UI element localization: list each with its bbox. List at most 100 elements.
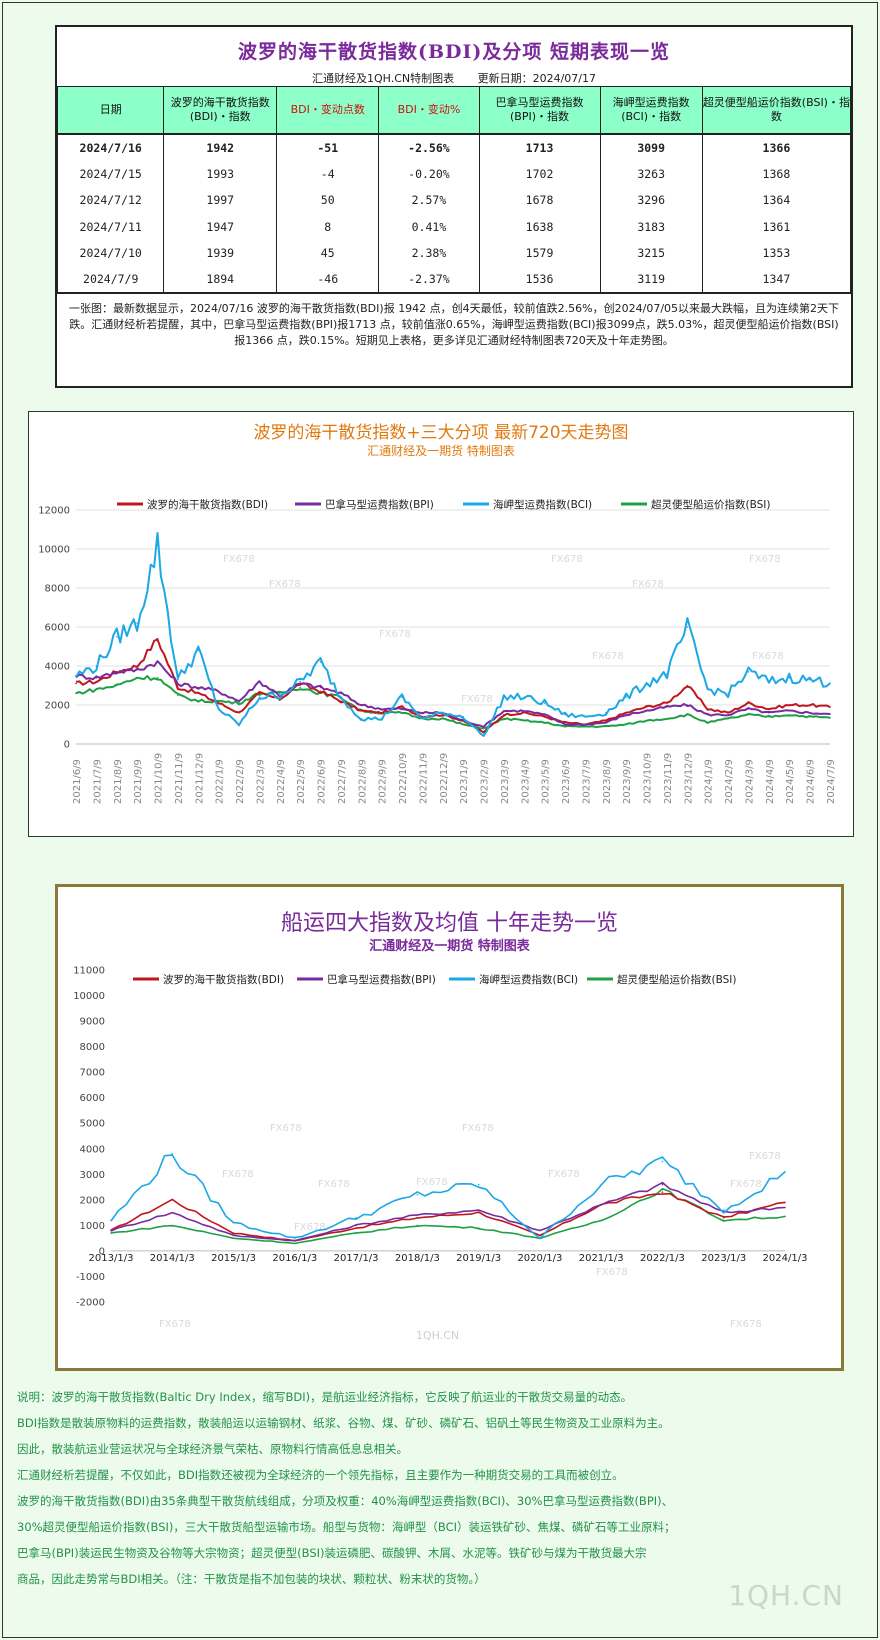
data-point (722, 1219, 725, 1222)
data-point (543, 721, 546, 724)
x-tick-label: 2021/8/9 (113, 759, 124, 804)
data-point (197, 686, 200, 689)
y-tick-label: 0 (99, 1246, 105, 1257)
x-tick-label: 2024/1/3 (763, 1253, 808, 1264)
data-point (477, 1209, 480, 1211)
data-point (503, 717, 505, 720)
x-tick-label: 2023/12/9 (683, 753, 694, 804)
data-point (197, 692, 200, 695)
data-point (722, 1216, 725, 1219)
cell-bdi-change: 8 (276, 213, 380, 240)
chart-10y-panel: 船运四大指数及均值 十年走势一览 汇通财经及一期货 特制图表 -2000 -100… (55, 884, 844, 1371)
col-header-bpi: 巴拿马型运费指数(BPI)・指数 (478, 86, 601, 134)
data-point (197, 649, 200, 652)
data-point (136, 676, 138, 679)
data-point (355, 1227, 357, 1229)
table-row: 2024/7/10 1939 45 2.38% 1579 3215 1353 (56, 240, 852, 267)
watermark-text: FX678 (551, 554, 583, 565)
cell-bpi: 1713 (478, 132, 601, 161)
y-tick-label: 8000 (45, 584, 70, 595)
data-point (747, 713, 750, 716)
data-point (645, 710, 648, 712)
table-row: 2024/7/11 1947 8 0.41% 1638 3183 1361 (56, 213, 852, 240)
data-point (706, 708, 709, 710)
chart-10y-plot: -2000 -1000 0 1000 2000 3000 4000 5000 6000 7000 8… (73, 966, 808, 1343)
x-tick-label: 2015/1/3 (211, 1253, 256, 1264)
data-point (360, 717, 363, 720)
data-point (360, 704, 363, 706)
data-point (784, 1215, 786, 1218)
data-point (727, 713, 729, 716)
data-point (442, 713, 444, 716)
x-tick-label: 2023/3/9 (500, 759, 511, 804)
data-point (95, 688, 98, 691)
data-point (727, 712, 729, 714)
x-tick-label: 2021/1/3 (579, 1253, 624, 1264)
y-tick-label: 1000 (80, 1221, 105, 1232)
data-point (503, 710, 505, 712)
chart-720-subtitle: 汇通财经及一期货 特制图表 (367, 444, 515, 458)
data-point (319, 686, 322, 689)
data-point (645, 682, 648, 685)
cell-date: 2024/7/11 (56, 213, 165, 240)
watermark-text: FX678 (730, 1319, 762, 1330)
legend-label: 波罗的海干散货指数(BDI) (163, 973, 284, 986)
data-point (584, 715, 587, 718)
data-point (477, 1227, 480, 1229)
data-point (768, 715, 770, 718)
x-tick-label: 2022/9/9 (378, 759, 389, 804)
data-point (784, 1206, 786, 1209)
data-point (829, 716, 831, 719)
cell-bdi-change: -51 (276, 132, 380, 161)
watermark-text: FX678 (222, 1169, 254, 1180)
data-point (727, 692, 729, 695)
data-point (462, 715, 464, 718)
data-point (177, 682, 179, 685)
legend-label: 超灵便型船运价指数(BSI) (651, 498, 770, 511)
data-point (136, 665, 138, 667)
note-line: 30%超灵便型船运价指数(BSI)，三大干散货船型运输市场。船型与货物：海岬型（… (17, 1520, 676, 1534)
data-point (686, 626, 689, 628)
data-point (95, 665, 98, 667)
watermark-text: FX678 (730, 1179, 762, 1190)
watermark-text: FX678 (294, 1222, 326, 1233)
data-point (808, 715, 811, 718)
x-tick-label: 2024/3/9 (744, 759, 755, 804)
data-point (503, 696, 505, 698)
data-point (258, 680, 261, 683)
cell-bdi-change: 50 (276, 187, 380, 214)
data-point (401, 708, 403, 710)
series-line (110, 1187, 786, 1245)
bdi-table: 日期 波罗的海干散货指数(BDI)・指数 BDI・变动点数 BDI・变动% 巴拿… (56, 86, 852, 294)
x-tick-label: 2023/9/9 (622, 759, 633, 804)
col-header-bci: 海岬型运费指数(BCI)・指数 (599, 86, 703, 134)
cell-bdi-change-pct: -0.20% (378, 160, 480, 187)
data-point (788, 676, 791, 679)
chart-720-plot: 0 2000 4000 6000 8000 10000 12000 2021/6/9 2021/… (38, 498, 837, 804)
data-point (539, 1229, 541, 1232)
data-point (625, 696, 628, 698)
cell-bdi: 1942 (163, 132, 278, 161)
x-tick-label: 2021/6/9 (72, 759, 83, 804)
data-point (95, 676, 98, 679)
watermark-text: FX678 (270, 1123, 302, 1134)
data-point (788, 713, 791, 716)
x-tick-label: 2024/7/9 (826, 759, 837, 804)
data-point (380, 717, 383, 720)
legend-label: 巴拿马型运费指数(BPI) (327, 973, 436, 986)
data-point (482, 731, 485, 734)
x-tick-label: 2023/4/9 (520, 759, 531, 804)
cell-bsi: 1366 (701, 132, 852, 161)
x-tick-label: 2024/5/9 (785, 759, 796, 804)
cell-bsi: 1347 (701, 266, 852, 294)
col-header-date: 日期 (56, 86, 165, 134)
data-point (340, 692, 342, 695)
data-point (232, 1237, 235, 1239)
data-point (625, 723, 628, 726)
data-point (421, 712, 424, 714)
note-line: 说明：波罗的海干散货指数(Baltic Dry Index，缩写BDI)，是航运… (17, 1390, 633, 1404)
cell-date: 2024/7/15 (56, 160, 165, 187)
data-point (110, 1229, 112, 1232)
data-point (177, 694, 179, 697)
